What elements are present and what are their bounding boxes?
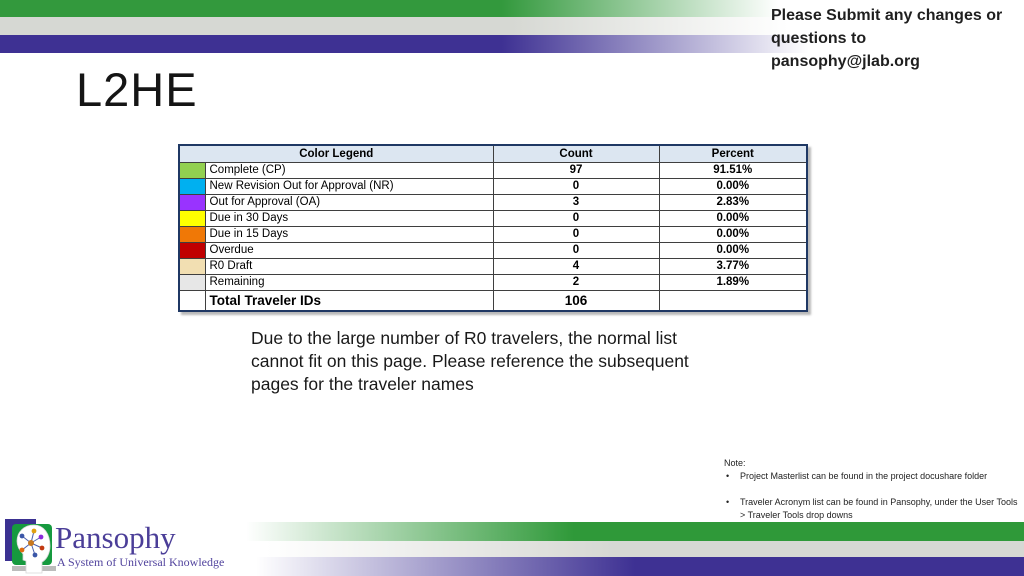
head-network-icon [16,524,51,574]
row-percent: 0.00% [658,177,808,195]
table-row: Due in 15 Days 0 0.00% [178,225,808,243]
color-swatch [178,241,206,259]
top-bar-gray [0,17,1024,35]
logo-name: Pansophy [55,520,176,555]
table-row: Complete (CP) 97 91.51% [178,161,808,179]
row-percent: 3.77% [658,257,808,275]
page-title: L2HE [76,63,198,116]
footnote: Note: Project Masterlist can be found in… [724,457,1020,522]
color-swatch [178,209,206,227]
row-percent: 0.00% [658,209,808,227]
color-swatch [178,177,206,195]
pansophy-logo: Pansophy A System of Universal Knowledge [4,516,254,576]
table-header-row: Color Legend Count Percent [178,144,808,163]
total-swatch-empty [178,289,206,312]
total-label: Total Traveler IDs [204,289,494,312]
total-percent [658,289,808,312]
submit-notice: Please Submit any changes or questions t… [771,7,1003,70]
footnote-bullet-text: Traveler Acronym list can be found in Pa… [740,497,1018,520]
row-count: 3 [492,193,660,211]
row-count: 4 [492,257,660,275]
color-swatch [178,257,206,275]
logo-tagline: A System of Universal Knowledge [57,555,225,569]
color-swatch [178,161,206,179]
row-percent: 91.51% [658,161,808,179]
footnote-bullet: Project Masterlist can be found in the p… [724,470,1020,483]
table-row: Overdue 0 0.00% [178,241,808,259]
color-swatch [178,273,206,291]
color-swatch [178,225,206,243]
row-label: R0 Draft [204,257,494,275]
row-label: Remaining [204,273,494,291]
top-bar-green [0,0,1024,17]
color-legend-table: Color Legend Count Percent Complete (CP)… [178,144,808,312]
bottom-bar-gray [0,541,1024,557]
r0-travelers-note: Due to the large number of R0 travelers,… [251,328,689,394]
row-percent: 0.00% [658,225,808,243]
bottom-bar-green [0,522,1024,541]
row-label: Out for Approval (OA) [204,193,494,211]
header-count: Count [492,144,660,163]
table-row: New Revision Out for Approval (NR) 0 0.0… [178,177,808,195]
top-bar-purple [0,35,1024,53]
table-row: Due in 30 Days 0 0.00% [178,209,808,227]
row-label: Due in 30 Days [204,209,494,227]
table-total-row: Total Traveler IDs 106 [178,289,808,312]
table-row: R0 Draft 4 3.77% [178,257,808,275]
color-swatch [178,193,206,211]
row-count: 0 [492,241,660,259]
row-count: 0 [492,209,660,227]
header-percent: Percent [658,144,808,163]
row-count: 97 [492,161,660,179]
table-row: Remaining 2 1.89% [178,273,808,291]
row-percent: 2.83% [658,193,808,211]
footnote-bullet-text: Project Masterlist can be found in the p… [740,471,988,481]
row-count: 0 [492,177,660,195]
row-label: Overdue [204,241,494,259]
footnote-bullet: Traveler Acronym list can be found in Pa… [724,496,1020,522]
row-label: Due in 15 Days [204,225,494,243]
row-label: New Revision Out for Approval (NR) [204,177,494,195]
bottom-bar-purple [0,557,1024,576]
footnote-title: Note: [724,458,746,468]
row-percent: 1.89% [658,273,808,291]
table-row: Out for Approval (OA) 3 2.83% [178,193,808,211]
row-label: Complete (CP) [204,161,494,179]
row-count: 0 [492,225,660,243]
row-count: 2 [492,273,660,291]
header-color-legend: Color Legend [178,144,494,163]
total-count: 106 [492,289,660,312]
row-percent: 0.00% [658,241,808,259]
